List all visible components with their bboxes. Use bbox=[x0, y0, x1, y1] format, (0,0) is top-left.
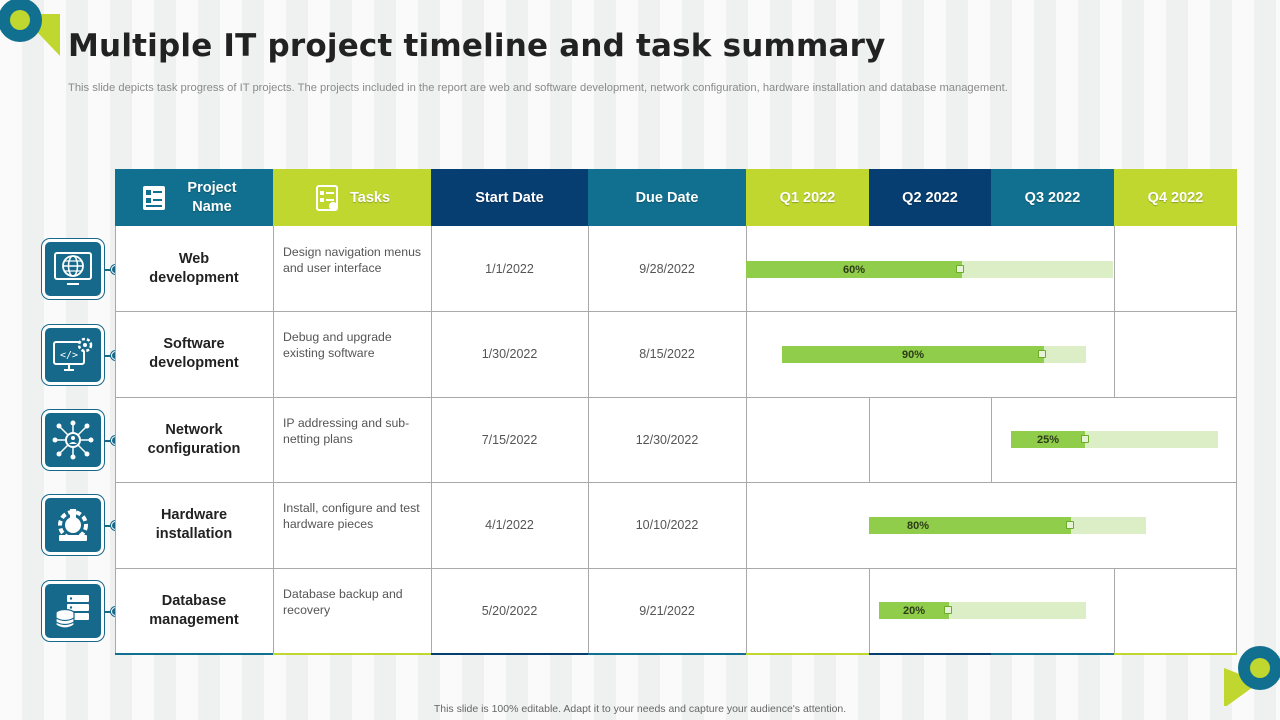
start-date: 5/20/2022 bbox=[481, 603, 538, 618]
header-project-name-label: Project Name bbox=[187, 179, 237, 215]
connector-line bbox=[102, 440, 114, 442]
start-date: 1/30/2022 bbox=[481, 347, 538, 361]
table-row: Network configuration bbox=[115, 397, 273, 482]
table-row: Web development bbox=[115, 226, 273, 311]
task-description: Install, configure and test hardware pie… bbox=[283, 501, 420, 531]
progress-bar-fill: 80% bbox=[869, 517, 1071, 534]
table-row: Database management bbox=[115, 568, 273, 653]
start-date: 1/1/2022 bbox=[485, 261, 534, 276]
page-subtitle: This slide depicts task progress of IT p… bbox=[68, 82, 1008, 94]
column-underline bbox=[588, 653, 746, 655]
header-due-date: Due Date bbox=[588, 169, 746, 226]
project-name: Web development bbox=[149, 250, 239, 286]
due-date: 8/15/2022 bbox=[639, 347, 695, 361]
connector-line bbox=[102, 611, 114, 613]
task-description: Debug and upgrade existing software bbox=[283, 330, 392, 360]
column-underline bbox=[746, 653, 869, 655]
document-list-icon bbox=[143, 185, 165, 210]
database-server-icon bbox=[42, 581, 104, 641]
connector-line bbox=[102, 355, 114, 357]
due-date: 9/28/2022 bbox=[639, 261, 695, 276]
progress-marker bbox=[956, 265, 964, 273]
globe-monitor-icon bbox=[42, 239, 104, 299]
progress-bar-fill: 25% bbox=[1011, 431, 1085, 448]
network-hub-icon bbox=[42, 410, 104, 470]
progress-bar: 60% bbox=[746, 261, 1113, 278]
header-q1-2022: Q1 2022 bbox=[746, 169, 869, 226]
progress-bar: 80% bbox=[869, 517, 1146, 534]
progress-marker bbox=[1038, 350, 1046, 358]
connector-line bbox=[102, 269, 114, 271]
code-gear-monitor-icon: </> bbox=[42, 325, 104, 385]
column-underline bbox=[115, 653, 273, 655]
corner-decoration-bottom-right bbox=[1224, 646, 1280, 706]
corner-decoration-top-left bbox=[0, 0, 60, 56]
connector-line bbox=[102, 525, 114, 527]
project-name: Database management bbox=[149, 592, 239, 628]
project-name: Software development bbox=[149, 336, 239, 371]
progress-marker bbox=[1081, 435, 1089, 443]
column-underline bbox=[273, 653, 431, 655]
due-date: 12/30/2022 bbox=[635, 432, 699, 447]
task-description: Database backup and recovery bbox=[283, 587, 403, 617]
header-q3-2022: Q3 2022 bbox=[991, 169, 1114, 226]
header-start-date: Start Date bbox=[431, 169, 588, 226]
progress-marker bbox=[944, 606, 952, 614]
header-q2-2022: Q2 2022 bbox=[869, 169, 991, 226]
project-name: Hardware installation bbox=[155, 507, 233, 542]
column-underline bbox=[991, 653, 1114, 655]
svg-text:</>: </> bbox=[60, 350, 78, 361]
header-project-name: Project Name bbox=[115, 169, 273, 226]
table-body: Web development Design navigation menus … bbox=[115, 226, 1237, 653]
footer-note: This slide is 100% editable. Adapt it to… bbox=[433, 703, 847, 715]
progress-bar-fill: 90% bbox=[782, 346, 1044, 363]
progress-bar: 20% bbox=[879, 602, 1086, 619]
progress-bar: 90% bbox=[782, 346, 1086, 363]
column-underline bbox=[1114, 653, 1237, 655]
project-timeline-table: Project Name Tasks Start Date Due Date Q… bbox=[115, 169, 1237, 655]
task-description: IP addressing and sub-netting plans bbox=[283, 416, 410, 446]
project-name: Network configuration bbox=[147, 421, 241, 457]
header-tasks: Tasks bbox=[273, 169, 431, 226]
progress-bar: 25% bbox=[1011, 431, 1218, 448]
header-q4-2022: Q4 2022 bbox=[1114, 169, 1237, 226]
progress-bar-fill: 60% bbox=[746, 261, 962, 278]
start-date: 4/1/2022 bbox=[485, 518, 534, 532]
hardware-gear-icon bbox=[42, 495, 104, 555]
checklist-icon bbox=[315, 184, 338, 211]
page-title: Multiple IT project timeline and task su… bbox=[68, 28, 886, 64]
progress-marker bbox=[1066, 521, 1074, 529]
header-tasks-label: Tasks bbox=[349, 189, 391, 206]
table-row: Hardware installation bbox=[115, 482, 273, 568]
task-description: Design navigation menus and user interfa… bbox=[283, 245, 422, 275]
table-row: Software development bbox=[115, 311, 273, 397]
column-underline bbox=[869, 653, 991, 655]
start-date: 7/15/2022 bbox=[481, 432, 538, 447]
due-date: 9/21/2022 bbox=[639, 603, 695, 618]
due-date: 10/10/2022 bbox=[635, 518, 699, 532]
column-underline bbox=[431, 653, 588, 655]
progress-bar-fill: 20% bbox=[879, 602, 949, 619]
